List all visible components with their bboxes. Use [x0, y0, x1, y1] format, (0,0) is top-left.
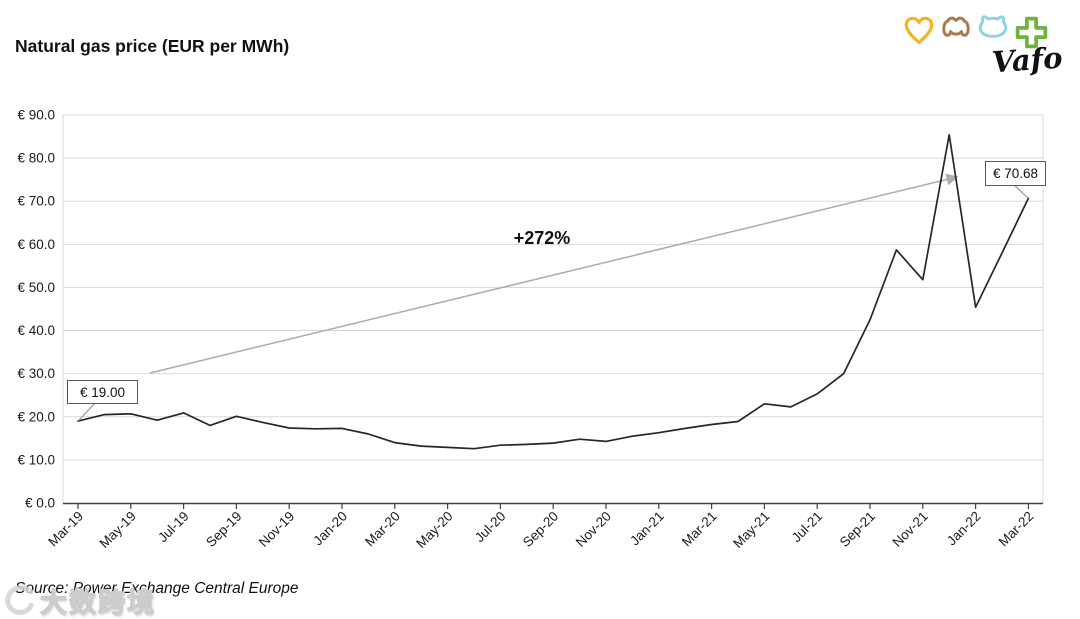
y-tick-label: € 90.0: [17, 108, 55, 123]
x-tick-label: May-19: [96, 509, 138, 551]
y-tick-label: € 20.0: [17, 409, 55, 424]
y-tick-label: € 0.0: [25, 496, 55, 511]
y-tick-label: € 40.0: [17, 323, 55, 338]
x-tick-label: Jul-20: [472, 509, 509, 546]
data-label-start: € 19.00: [67, 380, 138, 404]
x-tick-label: Jul-21: [789, 509, 826, 546]
y-axis-labels: € 0.0 € 10.0 € 20.0 € 30.0 € 40.0 € 50.0 € 60.…: [17, 108, 55, 511]
x-tick-label: Jul-19: [155, 509, 192, 546]
x-tick-label: Nov-19: [256, 509, 297, 550]
chart-title: Natural gas price (EUR per MWh): [15, 36, 290, 56]
x-tick-label: Sep-19: [203, 509, 244, 550]
y-tick-label: € 60.0: [17, 237, 55, 252]
data-label-end: € 70.68: [985, 161, 1046, 186]
dog-icon: [942, 16, 970, 37]
x-tick-label: Sep-20: [520, 509, 561, 550]
y-tick-label: € 30.0: [17, 366, 55, 381]
vafo-logo-icons: [902, 14, 1050, 51]
x-tick-label: Nov-20: [573, 509, 614, 550]
x-tick-label: Jan-21: [627, 509, 667, 549]
cross-icon: [1015, 16, 1048, 49]
vafo-brand: Vafo: [991, 41, 1064, 80]
brand-name: Vafo: [991, 41, 1064, 80]
x-tick-label: Jan-22: [944, 509, 984, 549]
x-tick-label: Mar-19: [45, 509, 86, 550]
y-tick-label: € 10.0: [17, 452, 55, 467]
x-tick-label: May-20: [413, 509, 455, 551]
heart-icon: [904, 16, 934, 44]
leader-line-start: [77, 401, 97, 422]
x-axis-labels: Mar-19 May-19 Jul-19 Sep-19 Nov-19 Jan-20 Mar-…: [45, 509, 1036, 551]
y-tick-label: € 80.0: [17, 151, 55, 166]
y-tick-label: € 50.0: [17, 280, 55, 295]
x-tick-label: May-21: [730, 509, 772, 551]
x-tick-label: Mar-22: [996, 509, 1037, 550]
x-tick-label: Sep-21: [837, 509, 878, 550]
x-tick-label: Mar-20: [362, 509, 403, 550]
trend-arrow: [149, 173, 959, 374]
growth-annotation: +272%: [513, 228, 571, 248]
price-line: [77, 133, 1030, 450]
cat-icon: [978, 15, 1008, 38]
x-axis: [63, 502, 1043, 509]
x-tick-label: Mar-21: [679, 509, 720, 550]
x-tick-label: Jan-20: [310, 509, 350, 549]
x-tick-label: Nov-21: [890, 509, 931, 550]
y-tick-label: € 70.0: [17, 194, 55, 209]
source-note: Source: Power Exchange Central Europe: [15, 580, 299, 597]
vafo-logo: Vafo: [902, 10, 1072, 82]
leader-line-end: [1012, 183, 1029, 199]
gridlines: [63, 114, 1043, 461]
